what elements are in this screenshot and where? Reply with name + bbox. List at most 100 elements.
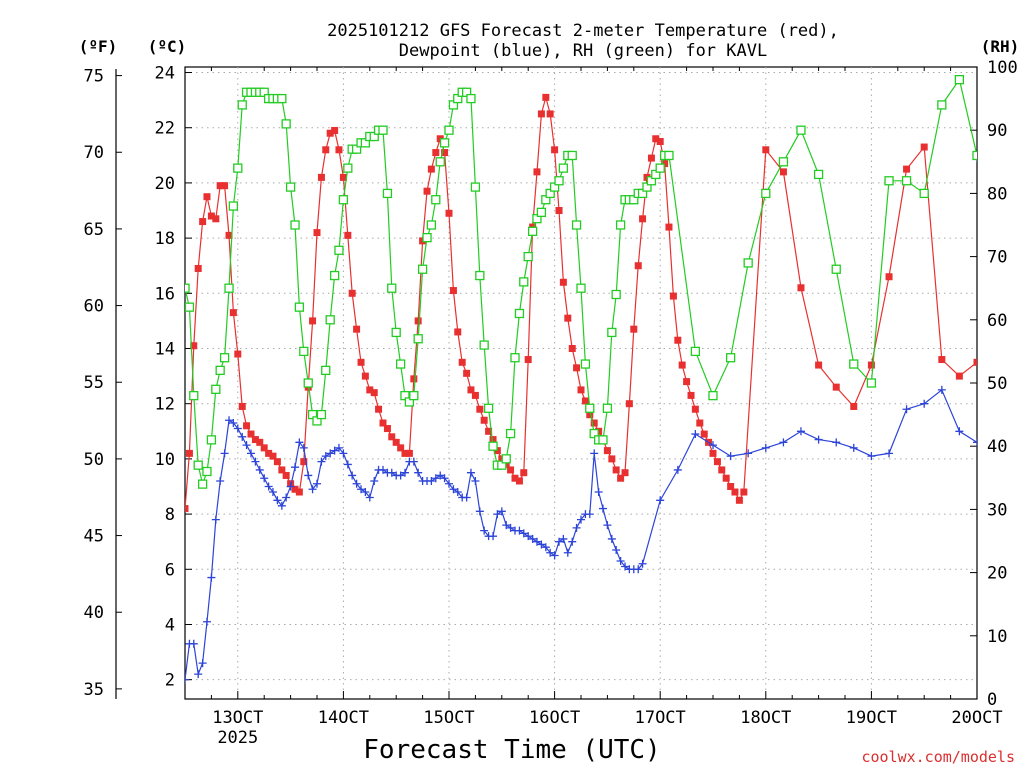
rh-point [813, 169, 824, 180]
celsius-tick-label: 2 [165, 671, 175, 691]
rh-point [294, 302, 305, 312]
chart-title-line-2: Dewpoint (blue), RH (green) for KAVL [399, 41, 767, 61]
dewpoint-point [616, 557, 625, 566]
rh-point [501, 454, 511, 464]
dewpoint-point [991, 425, 999, 433]
rh-point [277, 93, 287, 104]
series-line [185, 95, 977, 509]
dewpoint-point [304, 471, 313, 480]
rh-point [395, 359, 406, 369]
temperature-point [568, 345, 576, 353]
temperature-point [665, 223, 673, 231]
temperature-point [669, 292, 677, 300]
temperature-point [867, 361, 875, 369]
temperature-point [361, 372, 369, 380]
dewpoint-point [189, 639, 198, 648]
dewpoint-point [519, 529, 528, 538]
temperature-point [850, 402, 858, 410]
dewpoint-point [475, 507, 484, 516]
dewpoint-point [339, 449, 348, 458]
temperature-point [537, 110, 545, 118]
dewpoint-point [594, 488, 603, 497]
celsius-tick-label: 4 [165, 615, 175, 635]
dewpoint-point [555, 537, 564, 546]
temperature-point [269, 452, 277, 460]
temperature-point [564, 314, 572, 322]
rh-point [431, 195, 441, 205]
rh-point [329, 270, 340, 281]
dewpoint-point [462, 493, 471, 502]
rh-point [387, 283, 397, 293]
dewpoint-point [400, 468, 409, 477]
rh-point [505, 428, 516, 439]
rh-point [831, 264, 841, 274]
temperature-point [445, 209, 453, 217]
temperature-point [687, 391, 695, 399]
temperature-point [735, 496, 743, 504]
series-temperature [185, 93, 977, 513]
rh-point [334, 245, 344, 255]
dewpoint-point [357, 485, 366, 494]
rh-point [391, 327, 401, 338]
dewpoint-point [326, 449, 335, 458]
temperature-point [199, 218, 207, 226]
temperature-point [273, 458, 281, 466]
rh-point [937, 100, 947, 110]
temperature-point [322, 146, 330, 154]
rh-axis-label: (RH) [981, 37, 1020, 56]
temperature-point [282, 471, 290, 479]
rh-point [382, 188, 393, 199]
temperature-point [586, 411, 594, 419]
temperature-point [885, 273, 893, 281]
rh-point [611, 289, 621, 300]
x-axis-title: Forecast Time (UTC) [363, 735, 660, 765]
temperature-point [656, 138, 664, 146]
rh-point [193, 460, 203, 470]
dewpoint-point [638, 559, 647, 568]
dewpoint-point [282, 493, 291, 502]
fahrenheit-tick-label: 70 [84, 143, 104, 163]
rh-point [585, 403, 595, 413]
dewpoint-point [603, 521, 612, 530]
rh-point [303, 378, 313, 388]
rh-point [483, 403, 494, 413]
temperature-point [740, 488, 748, 496]
celsius-tick-label: 12 [155, 395, 175, 415]
temperature-point [207, 212, 215, 220]
dewpoint-point [955, 427, 964, 436]
rh-point [219, 353, 230, 363]
temperature-point [634, 262, 642, 270]
temperature-point [577, 386, 585, 394]
x-tick-label: 17OCT [635, 708, 686, 728]
rh-point [197, 479, 208, 489]
rh-point [285, 182, 296, 192]
dewpoint-point [656, 496, 665, 505]
rh-point [598, 435, 608, 445]
temperature-point [617, 474, 625, 482]
temperature-point [194, 264, 202, 272]
dewpoint-point [299, 443, 308, 452]
fahrenheit-axis-label: (ºF) [79, 37, 118, 56]
dewpoint-point [528, 534, 537, 543]
temperature-point [938, 356, 946, 364]
dewpoint-point [308, 485, 317, 494]
dewpoint-point [379, 465, 387, 474]
dewpoint-point [607, 534, 616, 543]
rh-point [444, 125, 454, 135]
dewpoint-point [590, 449, 599, 458]
dewpoint-point [796, 427, 805, 436]
dewpoint-point [313, 479, 321, 488]
dewpoint-point [330, 446, 339, 455]
rh-tick-label: 50 [987, 374, 1007, 394]
x-tick-label: 16OCT [529, 708, 580, 728]
rh-point [571, 220, 582, 230]
rh-point [299, 346, 309, 357]
dewpoint-point [286, 482, 295, 491]
temperature-point [331, 126, 339, 134]
dewpoint-point [365, 493, 374, 502]
rh-point [215, 365, 225, 376]
celsius-tick-label: 22 [155, 119, 175, 139]
dewpoint-point [352, 479, 361, 488]
celsius-tick-label: 14 [155, 340, 175, 360]
dewpoint-point [295, 438, 304, 447]
